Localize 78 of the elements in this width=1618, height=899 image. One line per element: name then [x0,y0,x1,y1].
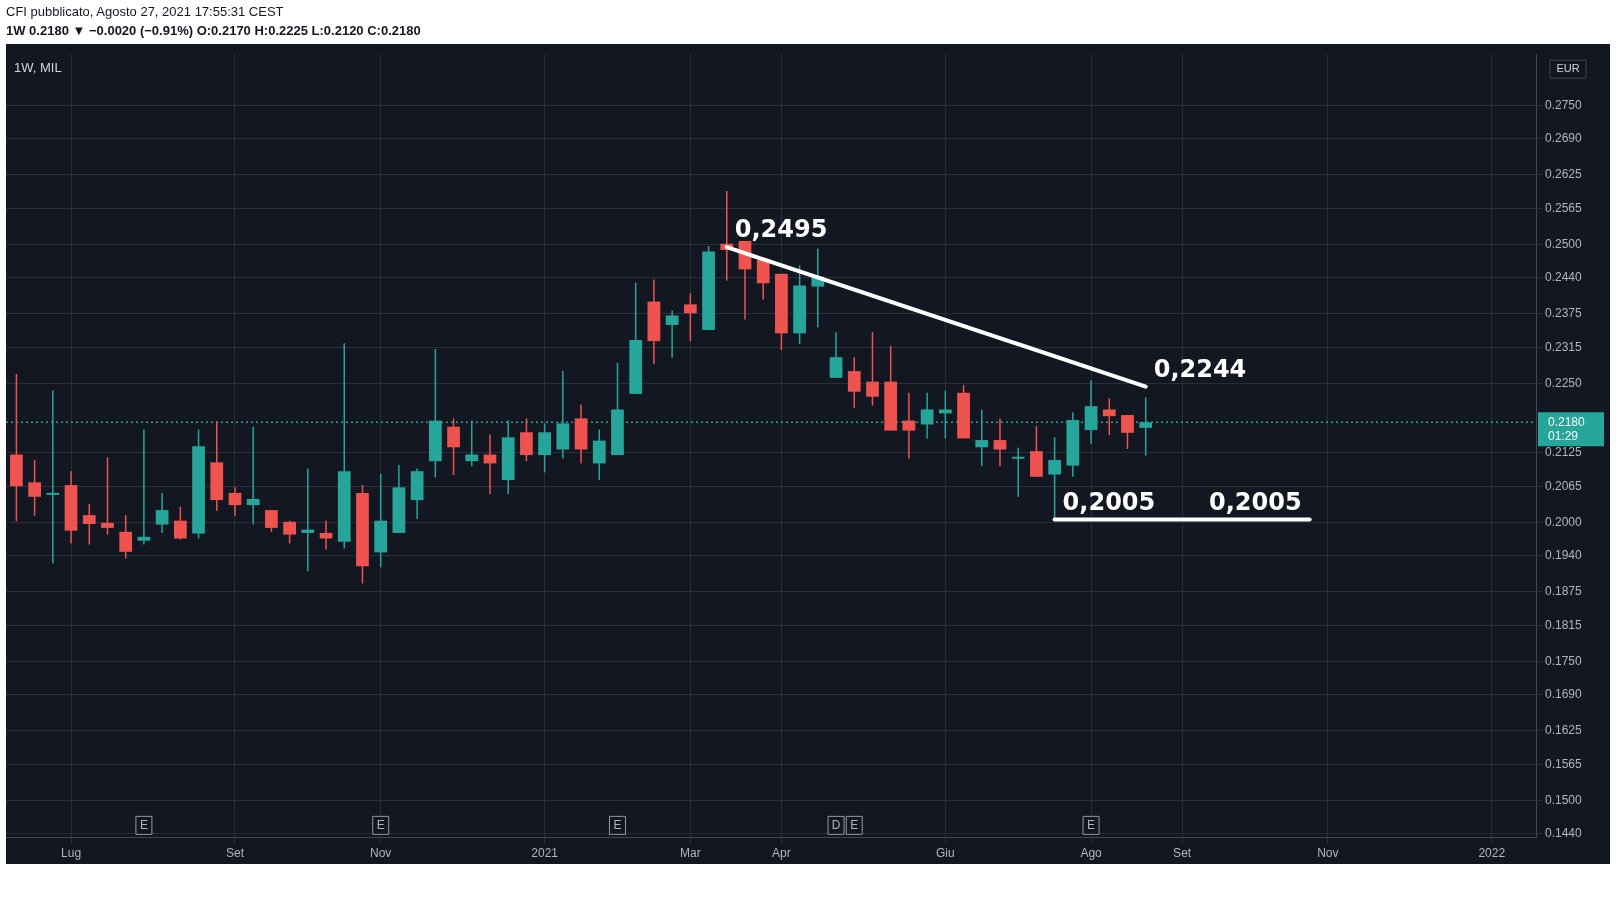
y-tick-label: 0.1500 [1545,792,1583,807]
text: 01:29 [1548,428,1579,443]
annotation: 0,2005 [1209,487,1302,516]
x-tick-label: Lug [61,846,82,861]
y-tick-label: 0.1815 [1545,617,1583,632]
candlestick [101,456,114,536]
y-tick-label: 0.2125 [1545,445,1583,460]
candlestick [1048,436,1061,521]
x-tick-label: Set [1173,846,1192,861]
candlestick [82,503,96,546]
candlestick [1011,447,1025,498]
candlestick [1102,397,1116,436]
candlestick [975,408,989,467]
candlestick [301,467,315,573]
y-tick-label: 0.1625 [1545,723,1583,738]
annotation: 1W, MIL [14,60,62,76]
candlestick [592,428,606,481]
candlestick [447,417,460,476]
candlestick [538,422,551,474]
y-tick-label: 0.2375 [1545,306,1583,321]
candlestick [283,519,296,545]
candlestick [829,331,843,379]
candlestick [902,392,916,460]
candlestick [155,492,169,534]
x-tick-label: Nov [370,846,392,861]
x-tick-label: Set [225,846,245,861]
y-tick-label: 0.1750 [1545,653,1583,668]
y-tick-label: 0.2000 [1545,514,1583,529]
x-tick-label: 2022 [1478,846,1506,861]
y-tick-label: 0.2565 [1545,200,1583,215]
y-tick-label: 0.1940 [1545,548,1583,563]
candlestick [1121,414,1134,450]
y-tick-label: 0.1875 [1545,584,1583,599]
y-tick-label: 0.2315 [1545,339,1583,354]
annotation: 0,2495 [734,215,828,244]
candlestick [173,506,187,541]
annotation: 0,2005 [1062,487,1156,516]
candlestick [866,331,879,407]
y-tick-label: 0.2500 [1545,236,1583,251]
annotation: E [1087,817,1096,832]
candlestick [683,292,697,342]
candlestick [265,509,278,533]
annotation: 0,2244 [1153,354,1247,383]
x-tick-label: Mar [680,846,701,861]
chart-title: CFI pubblicato, Agosto 27, 2021 17:55:31 CEST [6,3,285,21]
annotation: D [831,817,841,832]
candlestick [246,425,260,526]
candlestick [137,428,151,546]
x-tick-label: 2021 [531,846,559,861]
candlestick [228,486,242,517]
candlestick [847,356,861,409]
x-tick-label: Nov [1317,846,1339,861]
annotation: E [850,817,859,832]
y-tick-label: 0.2750 [1545,97,1583,112]
y-axis-title: EUR [1556,62,1580,75]
candlestick [756,259,770,301]
y-tick-label: 0.2440 [1545,270,1583,285]
chart-subtitle: 1W 0.2180 ▼ −0.0020 (−0.91%) O:0.2170 H:0.2225 L:0.2120 C:0.2180 [6,22,421,40]
annotation: E [139,817,148,832]
y-tick-label: 0.2065 [1545,478,1583,493]
y-tick-label: 0.2625 [1545,167,1583,182]
candlestick [920,392,934,440]
x-tick-label: Apr [772,846,791,861]
y-tick-label: 0.1565 [1545,756,1583,771]
y-tick-label: 0.1690 [1545,687,1583,702]
ref-line-label: 0.2180 [1548,414,1586,429]
candlestick [119,514,133,560]
y-tick-label: 0.2690 [1545,131,1583,146]
candlestick [993,417,1007,467]
y-tick-label: 0.1440 [1545,826,1583,841]
candlestick [520,417,533,462]
x-tick-label: Ago [1080,846,1103,861]
candlestick [28,459,41,517]
x-tick-label: Giu [935,846,955,861]
annotation: E [376,817,385,832]
candlestick [465,419,479,467]
annotation: E [613,817,622,832]
y-tick-label: 0.2250 [1545,375,1583,390]
